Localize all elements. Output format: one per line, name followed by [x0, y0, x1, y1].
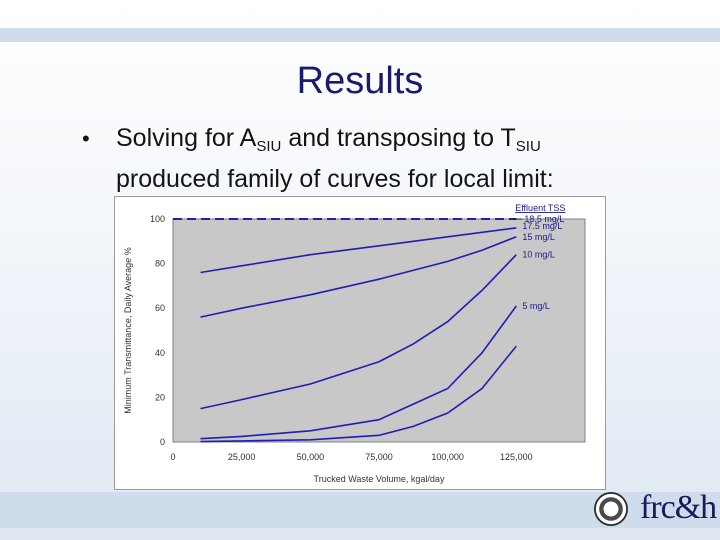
- legend-title: Effluent TSS: [515, 203, 565, 213]
- y-tick-label: 60: [155, 303, 165, 313]
- series-line: [200, 345, 517, 443]
- y-tick-label: 20: [155, 392, 165, 402]
- y-tick-label: 40: [155, 348, 165, 358]
- series-label: 5 mg/L: [522, 301, 550, 311]
- x-tick-label: 50,000: [297, 452, 325, 462]
- bullet-pre: Solving for A: [116, 124, 257, 152]
- series-label: 18.5 mg/L: [524, 214, 564, 224]
- plot-area: [172, 218, 586, 443]
- series-line: [200, 305, 517, 440]
- x-axis-label: Trucked Waste Volume, kgal/day: [314, 474, 445, 484]
- header-band: [0, 28, 720, 42]
- bullet-text: Solving for ASIU and transposing to TSIU…: [116, 122, 676, 196]
- x-tick-label: 75,000: [365, 452, 393, 462]
- series-line: [200, 254, 517, 410]
- bullet-line-2: produced family of curves for local limi…: [116, 165, 554, 193]
- x-tick-label: 0: [170, 452, 175, 462]
- series-line: [200, 227, 517, 274]
- series-label: 15 mg/L: [522, 232, 555, 242]
- y-tick-label: 80: [155, 259, 165, 269]
- x-tick-label: 125,000: [500, 452, 533, 462]
- y-axis-label: Minimum Transmittance, Daily Average %: [123, 247, 133, 413]
- bullet-mid: and transposing to T: [281, 124, 516, 152]
- company-logo: frc&h: [640, 489, 717, 526]
- bullet-marker: •: [82, 126, 90, 151]
- series-label: 17.5 mg/L: [522, 221, 562, 231]
- series-line: [200, 236, 517, 318]
- curves-chart: 0 20 40 60 80 100 0 25,000 50,000 75,000 100,000 12…: [123, 203, 586, 484]
- y-tick-label: 100: [150, 214, 165, 224]
- bullet-sub-2: SIU: [515, 138, 541, 155]
- seal-logo-icon: [594, 492, 628, 526]
- series-label: 10 mg/L: [522, 250, 555, 260]
- y-tick-label: 0: [160, 437, 165, 447]
- slide-title: Results: [296, 60, 424, 102]
- x-tick-label: 100,000: [431, 452, 464, 462]
- x-tick-label: 25,000: [228, 452, 256, 462]
- chart-frame: 0 20 40 60 80 100 0 25,000 50,000 75,000 100,000 12…: [114, 196, 606, 490]
- bullet-sub-1: SIU: [256, 138, 282, 155]
